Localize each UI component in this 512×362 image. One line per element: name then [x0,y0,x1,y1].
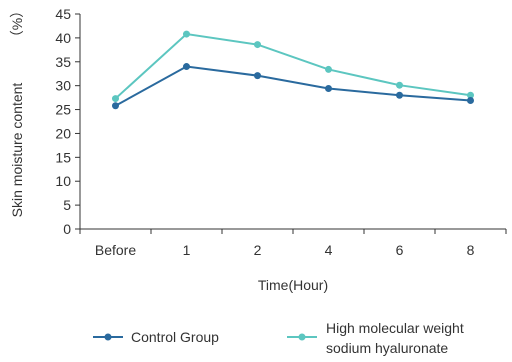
y-tick-label: 0 [63,221,71,237]
x-tick-label: 2 [254,242,262,258]
y-tick-label: 45 [55,6,71,22]
legend-marker-high-mw-ha [298,333,306,341]
y-tick-label: 35 [55,54,71,70]
y-tick-label: 40 [55,30,71,46]
data-point-0-4 [396,91,403,99]
data-point-1-0 [112,95,119,103]
legend-label-high-mw-ha-line2: sodium hyaluronate [326,340,448,356]
y-tick-label: 5 [63,197,71,213]
data-point-0-0 [112,102,119,110]
x-tick-label: 8 [467,242,475,258]
data-point-0-5 [467,96,474,104]
series-1 [112,30,474,103]
series-0 [112,63,474,110]
series-line-0 [115,65,471,107]
data-point-1-4 [396,81,403,89]
data-point-0-2 [254,72,261,80]
y-axis-unit: （%） [9,4,25,44]
legend-label-control: Control Group [131,329,219,345]
legend-label-high-mw-ha-line1: High molecular weight [326,320,464,336]
y-axis-title: Skin moisture content [9,83,25,218]
y-axis: 0 5 10 15 20 25 30 35 40 45 [55,6,81,237]
y-tick-label: 10 [55,173,71,189]
data-point-0-3 [325,85,332,93]
y-tick-label: 25 [55,102,71,118]
x-tick-label: Before [95,242,136,258]
x-axis-title: Time(Hour) [258,277,328,293]
legend-marker-control [104,333,112,341]
data-point-1-1 [183,30,190,38]
y-tick-label: 20 [55,125,71,141]
x-tick-label: 1 [183,242,191,258]
data-point-1-2 [254,41,261,49]
x-tick-label: 6 [396,242,404,258]
data-point-1-3 [325,65,332,73]
x-axis: Before 1 2 4 6 8 [79,228,507,258]
data-point-1-5 [467,91,474,99]
legend: Control Group High molecular weight sodi… [93,320,464,356]
x-tick-label: 4 [325,242,333,258]
series-line-1 [114,33,471,100]
y-tick-label: 30 [55,78,71,94]
y-tick-label: 15 [55,149,71,165]
data-point-0-1 [183,63,190,71]
series-layer [112,30,474,110]
